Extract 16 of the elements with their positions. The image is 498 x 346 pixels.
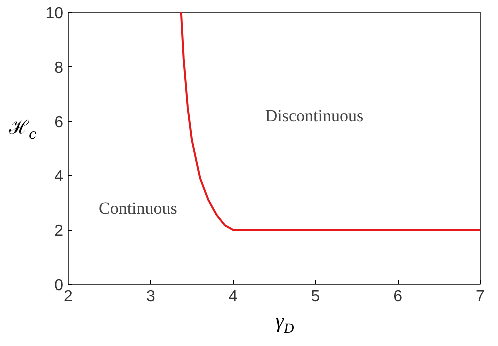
x-tick-label: 4 <box>228 288 238 306</box>
y-tick-label: 8 <box>54 60 64 77</box>
x-tick-label: 5 <box>311 288 320 306</box>
y-tick-label: 2 <box>54 223 64 240</box>
y-axis-title: ℋ$_{c}$ <box>9 117 37 143</box>
line-series <box>180 12 480 232</box>
y-tick-label: 6 <box>54 114 64 132</box>
annotation: Discontinuous <box>265 106 364 126</box>
annotation: Continuous <box>99 198 178 218</box>
x-tick-label: 6 <box>394 288 403 306</box>
x-axis-title: γ$_{D}$ <box>276 309 294 338</box>
y-tick-label: 4 <box>54 168 64 186</box>
x-tick-label: 3 <box>146 288 156 306</box>
x-tick-label: 7 <box>476 288 486 306</box>
y-tick-label: 0 <box>54 278 64 294</box>
y-tick-label: 10 <box>46 6 64 22</box>
